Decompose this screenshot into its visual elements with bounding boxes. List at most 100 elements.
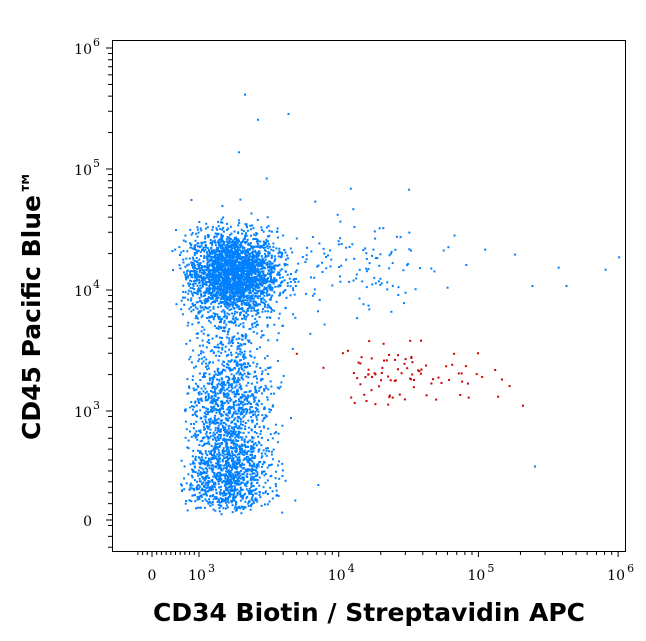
data-point: [238, 253, 241, 255]
data-point: [241, 251, 244, 254]
data-point: [222, 281, 225, 284]
data-point: [240, 284, 243, 287]
data-point: [240, 469, 243, 472]
data-point: [254, 325, 257, 328]
data-point: [259, 279, 262, 282]
data-point: [233, 312, 236, 315]
data-point: [221, 401, 224, 404]
data-point: [219, 445, 221, 447]
data-point: [264, 481, 267, 484]
data-point: [254, 426, 256, 428]
data-point: [267, 251, 270, 254]
data-point: [237, 224, 240, 227]
data-point: [278, 312, 281, 315]
data-point: [257, 272, 260, 275]
data-point: [265, 454, 268, 457]
data-point: [270, 385, 273, 388]
data-point: [284, 264, 286, 267]
data-point: [266, 479, 269, 482]
data-point: [241, 287, 244, 289]
data-point: [238, 257, 241, 260]
data-point: [252, 267, 255, 269]
data-point: [247, 396, 250, 399]
data-point: [225, 336, 228, 339]
data-point: [200, 315, 203, 318]
data-point: [219, 412, 222, 415]
data-point: [225, 302, 228, 305]
data-point: [272, 245, 275, 248]
data-point: [252, 281, 255, 284]
data-point: [202, 462, 205, 465]
data-point: [234, 377, 236, 380]
data-point: [206, 257, 209, 260]
data-point: [245, 234, 248, 237]
data-point: [232, 270, 235, 272]
data-point: [202, 376, 204, 378]
data-point: [263, 275, 266, 278]
data-point: [259, 246, 262, 249]
data-point: [237, 305, 240, 308]
data-point: [210, 397, 213, 400]
data-point: [225, 441, 228, 444]
data-point: [190, 233, 193, 236]
data-point: [217, 288, 220, 291]
data-point: [249, 489, 252, 492]
data-point: [251, 421, 254, 424]
data-point: [253, 431, 256, 433]
data-point: [212, 266, 215, 269]
data-point: [223, 429, 225, 432]
data-point: [388, 254, 391, 257]
data-point: [222, 447, 225, 450]
data-point: [372, 248, 375, 251]
data-point: [214, 259, 217, 262]
data-point: [194, 264, 197, 267]
data-point: [306, 246, 309, 249]
data-point: [228, 283, 231, 286]
data-point: [271, 289, 274, 292]
data-point: [216, 297, 219, 300]
data-point: [248, 373, 251, 376]
data-point: [252, 330, 255, 333]
data-point: [189, 283, 192, 286]
data-point: [243, 263, 246, 266]
data-point: [216, 258, 219, 261]
data-point: [197, 332, 199, 335]
data-point: [232, 322, 235, 325]
data-point: [258, 250, 261, 253]
data-point: [213, 370, 216, 373]
data-point: [228, 261, 231, 263]
data-point: [198, 296, 201, 299]
data-point: [274, 258, 277, 261]
data-point: [220, 262, 223, 265]
data-point: [238, 462, 241, 465]
data-point: [221, 318, 223, 321]
data-point: [194, 457, 197, 460]
data-point: [277, 432, 280, 435]
data-point: [183, 271, 185, 274]
data-point: [250, 283, 253, 286]
data-point: [203, 250, 206, 253]
data-point: [239, 353, 242, 356]
data-point: [236, 361, 239, 364]
data-point: [240, 407, 242, 409]
data-point: [211, 410, 214, 413]
data-point: [221, 253, 224, 256]
data-point: [228, 367, 231, 370]
data-point: [255, 313, 258, 316]
data-point: [247, 419, 250, 422]
data-point: [179, 254, 181, 256]
data-point: [374, 403, 377, 406]
data-point: [232, 267, 235, 270]
data-point: [216, 248, 219, 251]
data-point: [214, 450, 217, 453]
data-point: [237, 267, 240, 270]
data-point: [242, 478, 245, 481]
data-point: [216, 276, 219, 278]
data-point: [192, 405, 195, 408]
data-point: [215, 440, 218, 443]
data-point: [190, 361, 193, 364]
data-point: [211, 458, 214, 460]
data-point: [229, 369, 232, 372]
data-point: [223, 319, 226, 322]
data-point: [213, 386, 216, 389]
